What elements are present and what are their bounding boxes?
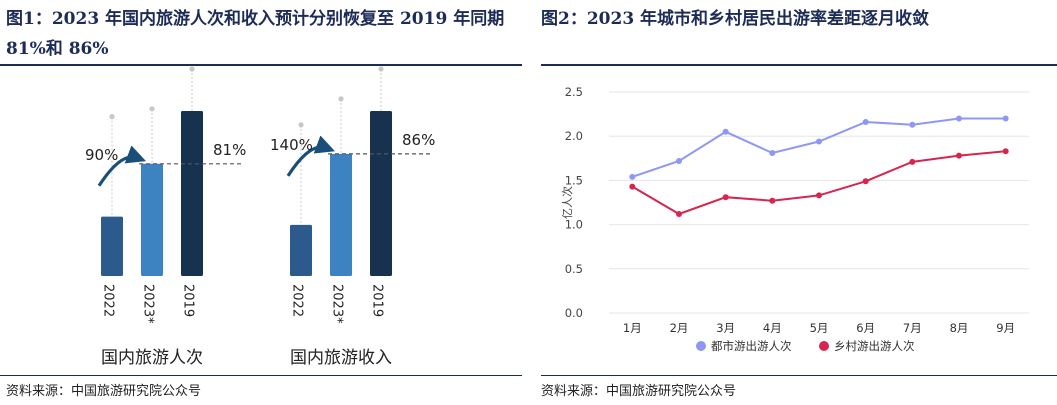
x-tick-label: 6月	[856, 321, 875, 335]
recovery-label: 86%	[402, 131, 435, 149]
y-tick-label: 1.0	[565, 218, 583, 232]
legend-label: 都市游出游人次	[711, 339, 792, 353]
bar-2023*	[141, 163, 163, 276]
data-point	[956, 152, 962, 159]
group-label: 国内旅游人次	[101, 348, 203, 368]
bar-2019	[370, 111, 392, 276]
data-point	[769, 197, 776, 204]
bar-2022	[290, 224, 312, 276]
category-label: 2019	[181, 284, 196, 317]
figure2-panel: 图2：2023 年城市和乡村居民出游率差距逐月收敛 0.0 0.5 1.0 1.5 2.…	[541, 0, 1057, 405]
y-tick-label: 2.0	[565, 129, 583, 143]
series-line	[632, 117, 1006, 178]
bar-stem-dot	[149, 106, 155, 112]
data-point	[722, 128, 729, 135]
category-label: 2023*	[330, 284, 345, 324]
y-tick-label: 0.5	[565, 262, 583, 276]
figure1-source-rule	[0, 375, 522, 376]
bar-2022	[101, 216, 123, 276]
x-tick-label: 3月	[716, 321, 735, 335]
data-point	[769, 149, 776, 156]
y-tick-label: 2.5	[565, 85, 583, 99]
x-tick-label: 5月	[810, 321, 829, 335]
data-point	[676, 210, 682, 217]
category-label: 2022	[290, 284, 305, 317]
data-point	[629, 173, 636, 180]
data-point	[862, 119, 869, 126]
x-tick-label: 1月	[623, 321, 642, 335]
data-point	[862, 178, 869, 185]
figure1-title-rule	[0, 64, 522, 66]
bar-stem-dot	[338, 96, 344, 102]
group-label: 国内旅游收入	[290, 348, 392, 368]
category-label: 2023*	[141, 284, 156, 324]
data-point	[629, 183, 636, 190]
legend-marker	[819, 341, 829, 351]
figure1-source: 资料来源：中国旅游研究院公众号	[6, 384, 202, 399]
bar-stem-dot	[109, 114, 115, 120]
figure2-source: 资料来源：中国旅游研究院公众号	[541, 384, 737, 399]
data-point	[956, 115, 962, 122]
data-point	[816, 138, 822, 145]
bar-stem-dot	[298, 122, 304, 128]
figure1-panel: 图1：2023 年国内旅游人次和收入预计分别恢复至 2019 年同期 81%和 …	[0, 0, 522, 405]
figure1-title: 图1：2023 年国内旅游人次和收入预计分别恢复至 2019 年同期 81%和 …	[6, 9, 505, 59]
y-tick-label: 0.0	[565, 306, 583, 320]
x-tick-label: 9月	[996, 321, 1015, 335]
bar-2019	[181, 111, 203, 276]
growth-arrow	[286, 135, 335, 177]
figure2-title: 图2：2023 年城市和乡村居民出游率差距逐月收敛	[541, 9, 930, 29]
legend-label: 乡村游出游人次	[834, 339, 915, 353]
legend-marker	[696, 341, 706, 351]
growth-arrow	[97, 145, 146, 187]
x-tick-label: 2月	[670, 321, 689, 335]
figure2-title-rule	[541, 64, 1057, 66]
data-point	[816, 192, 822, 199]
bar-stem-dot	[189, 66, 195, 72]
growth-label: 90%	[85, 146, 118, 164]
figure2-source-rule	[541, 375, 1057, 376]
bar-stem-dot	[378, 66, 384, 72]
data-point	[909, 158, 916, 165]
figure2-line-chart: 0.0 0.5 1.0 1.5 2.0 2.5 亿人次 1月 2月 3月 4月 5月 6月 7月 8月 9月都…	[560, 85, 1029, 353]
x-tick-label: 8月	[950, 321, 969, 335]
category-label: 2019	[370, 284, 385, 317]
category-label: 2022	[101, 284, 116, 317]
x-tick-label: 4月	[763, 321, 782, 335]
y-tick-label: 1.5	[565, 173, 583, 187]
data-point	[676, 157, 682, 164]
data-point	[909, 121, 916, 128]
figure1-bar-chart: 90% 81% 2022 2023* 2019 国内旅游人次 140% 86% 2022 2023…	[85, 66, 435, 368]
x-tick-label: 7月	[903, 321, 922, 335]
series-line	[631, 150, 1006, 216]
recovery-label: 81%	[213, 141, 246, 159]
data-point	[1002, 148, 1009, 155]
data-point	[722, 194, 729, 201]
y-axis-label: 亿人次	[560, 186, 574, 219]
bar-2023*	[330, 153, 352, 276]
data-point	[1002, 115, 1009, 122]
growth-label: 140%	[270, 136, 313, 154]
